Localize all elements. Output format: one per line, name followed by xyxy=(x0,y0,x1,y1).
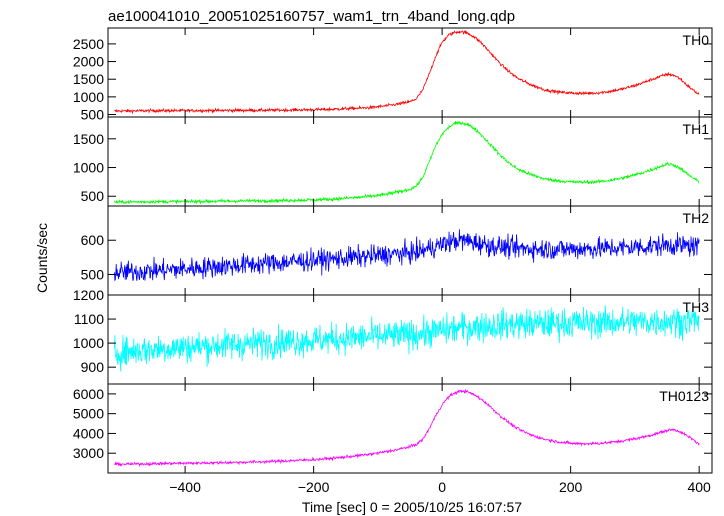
y-tick-label: 1500 xyxy=(73,71,104,87)
x-tick-label: 200 xyxy=(559,479,583,495)
y-tick-label: 6000 xyxy=(73,386,104,402)
x-axis-label: Time [sec] 0 = 2005/10/25 16:07:57 xyxy=(302,499,522,515)
y-tick-label: 5000 xyxy=(73,406,104,422)
y-tick-label: 500 xyxy=(81,188,105,204)
chart-title: ae100041010_20051025160757_wam1_trn_4ban… xyxy=(108,8,515,25)
panel-label-th2: TH2 xyxy=(683,210,710,226)
series-line-th3 xyxy=(114,305,700,372)
panel-label-th1: TH1 xyxy=(683,121,710,137)
panel-frame-th0 xyxy=(107,27,713,118)
y-tick-label: 900 xyxy=(81,359,105,375)
y-tick-label: 500 xyxy=(81,107,105,123)
y-tick-label: 1500 xyxy=(73,131,104,147)
y-tick-label: 4000 xyxy=(73,425,104,441)
series-line-th0 xyxy=(114,29,700,115)
y-tick-label: 1000 xyxy=(73,335,104,351)
y-tick-label: 1200 xyxy=(73,287,104,303)
panel-label-th3: TH3 xyxy=(683,299,710,315)
series-line-th1 xyxy=(114,120,700,205)
y-tick-label: 2500 xyxy=(73,36,104,52)
y-tick-label: 600 xyxy=(81,232,105,248)
panel-frame-th0123 xyxy=(107,383,713,474)
panel-label-th0123: TH0123 xyxy=(659,388,709,404)
y-axis-label: Counts/sec xyxy=(34,223,50,293)
x-tick-label: −200 xyxy=(298,479,330,495)
y-tick-label: 500 xyxy=(81,266,105,282)
x-tick-label: 400 xyxy=(687,479,711,495)
x-tick-label: −400 xyxy=(169,479,201,495)
series-line-th2 xyxy=(114,229,700,282)
panel-label-th0: TH0 xyxy=(683,32,710,48)
y-tick-label: 1000 xyxy=(73,160,104,176)
series-line-th0123 xyxy=(114,388,700,468)
x-tick-label: 0 xyxy=(438,479,446,495)
panel-frame-th1 xyxy=(107,116,713,207)
y-tick-label: 1100 xyxy=(74,311,104,327)
y-tick-label: 2000 xyxy=(73,54,104,70)
y-tick-label: 3000 xyxy=(73,445,104,461)
y-tick-label: 1000 xyxy=(73,89,104,105)
